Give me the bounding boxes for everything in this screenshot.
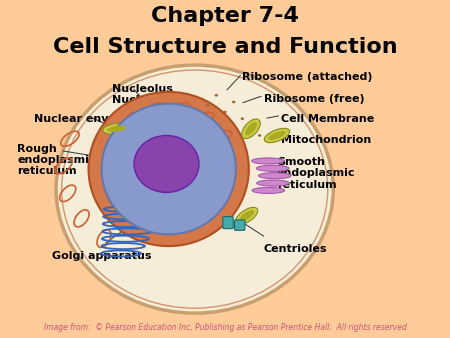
Text: Ribosome (free): Ribosome (free) xyxy=(264,94,364,103)
Ellipse shape xyxy=(256,165,289,171)
Ellipse shape xyxy=(252,158,284,164)
Ellipse shape xyxy=(103,123,130,135)
Ellipse shape xyxy=(235,207,258,224)
Ellipse shape xyxy=(232,101,235,103)
Text: Smooth
endoplasmic
reticulum: Smooth endoplasmic reticulum xyxy=(277,157,356,190)
FancyBboxPatch shape xyxy=(234,220,245,230)
Text: Cell Membrane: Cell Membrane xyxy=(281,114,374,124)
Ellipse shape xyxy=(245,122,257,136)
Ellipse shape xyxy=(258,134,261,137)
Ellipse shape xyxy=(56,65,333,313)
Ellipse shape xyxy=(89,92,249,246)
Text: Mitochondrion: Mitochondrion xyxy=(281,136,372,145)
FancyBboxPatch shape xyxy=(223,217,233,229)
Ellipse shape xyxy=(206,104,209,107)
Ellipse shape xyxy=(134,136,199,192)
Ellipse shape xyxy=(102,104,236,234)
Ellipse shape xyxy=(242,119,260,139)
Text: Centrioles: Centrioles xyxy=(264,244,328,255)
Text: Chapter 7-4: Chapter 7-4 xyxy=(151,6,299,26)
Ellipse shape xyxy=(107,125,126,132)
Text: Ribosome (attached): Ribosome (attached) xyxy=(243,72,373,82)
Ellipse shape xyxy=(264,128,290,143)
Text: Golgi apparatus: Golgi apparatus xyxy=(52,251,151,261)
Ellipse shape xyxy=(241,117,244,120)
Ellipse shape xyxy=(259,173,291,179)
Text: Nucleolus
Nucleus: Nucleolus Nucleus xyxy=(112,83,173,105)
Ellipse shape xyxy=(252,188,284,193)
Ellipse shape xyxy=(268,131,286,140)
Ellipse shape xyxy=(257,180,289,186)
Ellipse shape xyxy=(223,111,227,113)
Ellipse shape xyxy=(239,210,254,222)
Text: Cell Structure and Function: Cell Structure and Function xyxy=(53,37,397,56)
Text: Nuclear envelope: Nuclear envelope xyxy=(34,114,143,124)
Text: Image from:  © Pearson Education Inc, Publishing as Pearson Prentice Hall;  All : Image from: © Pearson Education Inc, Pub… xyxy=(44,322,406,332)
Ellipse shape xyxy=(215,94,218,97)
Text: Rough
endoplasmic
reticulum: Rough endoplasmic reticulum xyxy=(17,144,95,176)
